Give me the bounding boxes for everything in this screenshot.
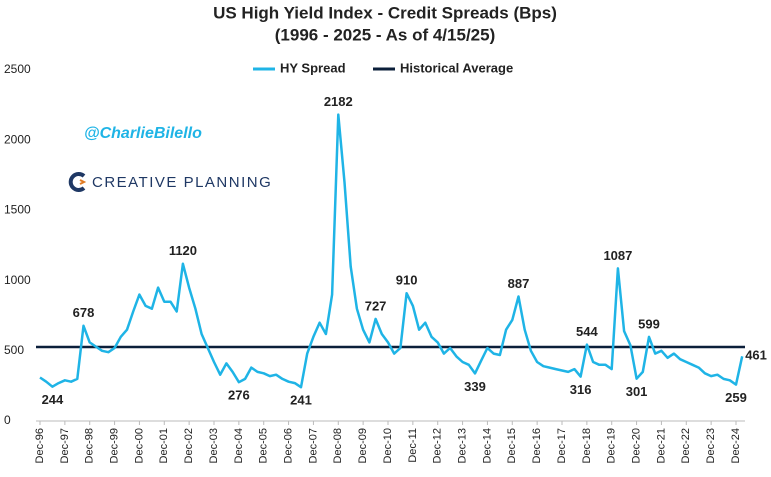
data-line — [39, 113, 744, 389]
x-tick-label: Dec-17 — [556, 428, 568, 463]
logo-mark — [79, 179, 87, 185]
data-label: 544 — [576, 324, 598, 339]
x-tick-label: Dec-18 — [581, 428, 593, 463]
data-label: 301 — [626, 384, 648, 399]
data-label: 1087 — [603, 248, 632, 263]
legend-label: Historical Average — [400, 60, 513, 75]
x-tick-label: Dec-05 — [258, 428, 270, 463]
y-tick-label: 500 — [4, 343, 24, 357]
x-tick-label: Dec-10 — [382, 428, 394, 463]
x-tick-label: Dec-04 — [233, 428, 245, 463]
y-tick-label: 2000 — [4, 132, 31, 146]
x-tick-label: Dec-11 — [407, 428, 419, 463]
x-tick-label: Dec-99 — [108, 428, 120, 463]
x-tick-label: Dec-23 — [705, 428, 717, 463]
data-label: 2182 — [324, 94, 353, 109]
x-tick-label: Dec-19 — [606, 428, 618, 463]
data-label: 316 — [570, 382, 592, 397]
x-tick-label: Dec-97 — [59, 428, 71, 463]
x-tick-label: Dec-03 — [208, 428, 220, 463]
data-label: 276 — [228, 388, 250, 403]
x-tick-label: Dec-20 — [630, 428, 642, 463]
x-tick-label: Dec-16 — [531, 428, 543, 463]
chart-title: US High Yield Index - Credit Spreads (Bp… — [213, 3, 557, 22]
data-label: 461 — [745, 348, 767, 363]
x-tick-label: Dec-24 — [730, 428, 742, 463]
x-tick-label: Dec-08 — [332, 428, 344, 463]
logo: CREATIVE PLANNING — [68, 172, 272, 192]
y-tick-label: 1500 — [4, 203, 31, 217]
legend-label: HY Spread — [280, 60, 346, 75]
y-tick-label: 1000 — [4, 273, 31, 287]
logo-icon — [68, 172, 86, 192]
x-tick-label: Dec-07 — [307, 428, 319, 463]
x-tick-label: Dec-12 — [432, 428, 444, 463]
data-label: 1120 — [169, 243, 197, 258]
data-label: 727 — [365, 298, 387, 313]
x-tick-label: Dec-01 — [158, 428, 170, 463]
data-label: 241 — [290, 393, 312, 408]
data-label: 887 — [508, 276, 530, 291]
data-label: 244 — [42, 392, 64, 407]
data-label: 259 — [725, 390, 747, 405]
x-tick-label: Dec-15 — [506, 428, 518, 463]
data-label: 339 — [464, 379, 486, 394]
data-label: 910 — [396, 273, 418, 288]
x-tick-label: Dec-14 — [481, 428, 493, 463]
watermark: @CharlieBilello — [84, 125, 202, 142]
y-tick-label: 0 — [4, 413, 11, 427]
x-tick-label: Dec-21 — [655, 428, 667, 463]
x-tick-label: Dec-96 — [34, 428, 46, 463]
y-tick-label: 2500 — [4, 62, 31, 76]
data-label: 678 — [73, 305, 95, 320]
x-tick-label: Dec-00 — [133, 428, 145, 463]
x-tick-label: Dec-22 — [680, 428, 692, 463]
x-tick-label: Dec-02 — [183, 428, 195, 463]
x-tick-label: Dec-09 — [357, 428, 369, 463]
x-tick-label: Dec-06 — [282, 428, 294, 463]
x-tick-label: Dec-13 — [456, 428, 468, 463]
chart-subtitle: (1996 - 2025 - As of 4/15/25) — [275, 25, 496, 44]
logo-text: CREATIVE PLANNING — [92, 174, 272, 191]
data-label: 599 — [638, 316, 660, 331]
x-tick-label: Dec-98 — [84, 428, 96, 463]
